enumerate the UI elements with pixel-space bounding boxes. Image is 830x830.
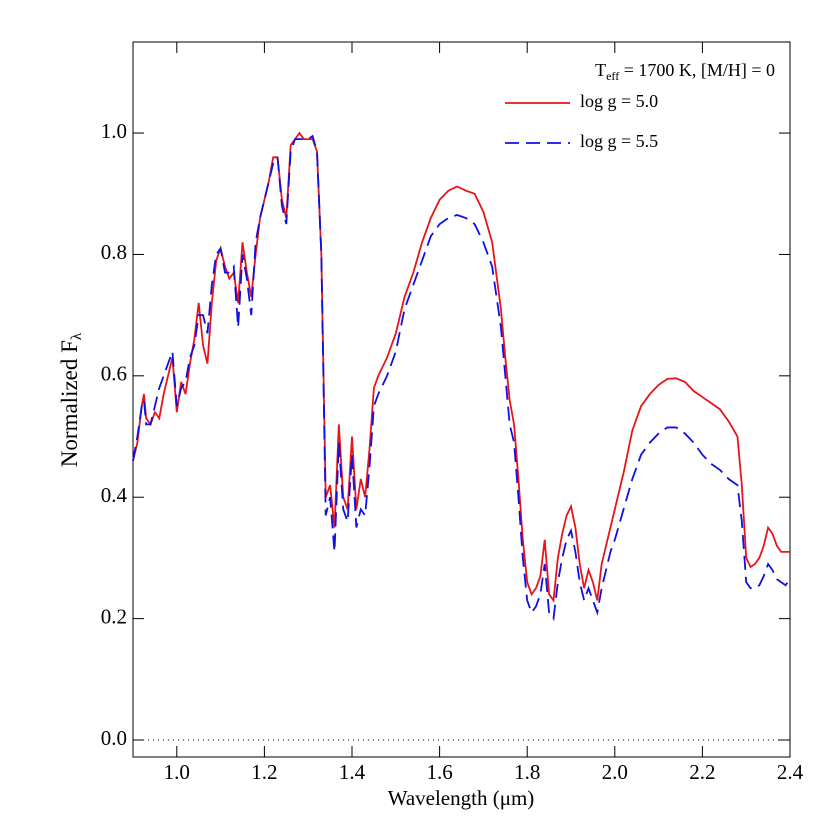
x-tick-label: 1.8 <box>514 760 540 784</box>
x-tick-label: 1.6 <box>426 760 452 784</box>
y-tick-label: 1.0 <box>101 119 127 143</box>
x-axis-label: Wavelength (μm) <box>388 786 535 810</box>
y-tick-label: 0.8 <box>101 240 127 264</box>
x-tick-label: 1.0 <box>164 760 190 784</box>
annotation: Teff = 1700 K, [M/H] = 0 <box>595 60 775 83</box>
legend-label: log g = 5.0 <box>580 91 658 111</box>
annotation-rest: = 1700 K, [M/H] = 0 <box>619 60 775 80</box>
y-tick-label: 0.0 <box>101 726 127 750</box>
annotation-sub: eff <box>606 69 619 83</box>
y-tick-label: 0.4 <box>101 483 128 507</box>
annotation-base: T <box>595 60 606 80</box>
x-tick-label: 2.0 <box>602 760 628 784</box>
y-tick-label: 0.6 <box>101 362 127 386</box>
y-axis-label-sub: λ <box>69 332 85 340</box>
plot-frame <box>132 41 791 758</box>
x-tick-label: 2.4 <box>777 760 804 784</box>
y-tick-label: 0.2 <box>101 604 127 628</box>
series-line <box>132 131 790 603</box>
y-axis-label: Normalized Fλ <box>57 332 85 467</box>
x-tick-label: 2.2 <box>689 760 715 784</box>
x-tick-label: 1.2 <box>251 760 277 784</box>
x-tick-label: 1.4 <box>339 760 366 784</box>
series-line <box>132 134 791 622</box>
y-axis-label-text: Normalized F <box>57 340 82 467</box>
legend-label: log g = 5.5 <box>580 131 658 151</box>
